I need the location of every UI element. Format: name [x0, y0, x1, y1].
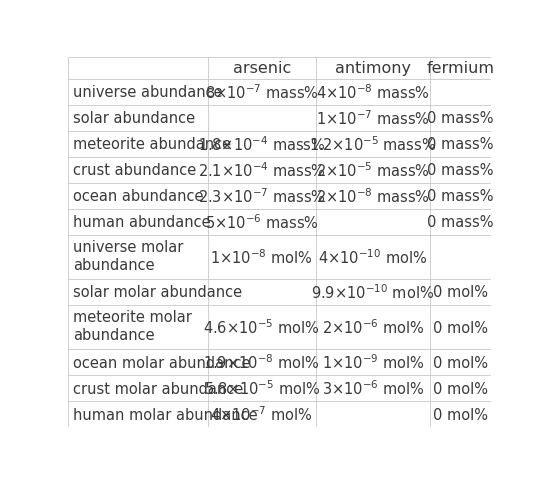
Text: arsenic: arsenic: [233, 61, 291, 76]
Text: $5{\times}10^{-6}$ mass%: $5{\times}10^{-6}$ mass%: [205, 213, 319, 232]
Text: meteorite molar
abundance: meteorite molar abundance: [73, 310, 192, 342]
Text: 0 mol%: 0 mol%: [433, 285, 488, 300]
Text: $1.2{\times}10^{-5}$ mass%: $1.2{\times}10^{-5}$ mass%: [310, 135, 436, 154]
Text: $8{\times}10^{-7}$ mass%: $8{\times}10^{-7}$ mass%: [205, 84, 319, 102]
Text: 0 mass%: 0 mass%: [428, 215, 494, 230]
Text: $9.9{\times}10^{-10}$ mol%: $9.9{\times}10^{-10}$ mol%: [311, 283, 435, 301]
Text: $1.8{\times}10^{-4}$ mass%: $1.8{\times}10^{-4}$ mass%: [198, 135, 325, 154]
Text: $4{\times}10^{-10}$ mol%: $4{\times}10^{-10}$ mol%: [318, 248, 428, 267]
Text: $1{\times}10^{-9}$ mol%: $1{\times}10^{-9}$ mol%: [322, 353, 424, 372]
Text: crust abundance: crust abundance: [73, 163, 197, 178]
Text: human abundance: human abundance: [73, 215, 211, 230]
Text: $4{\times}10^{-8}$ mass%: $4{\times}10^{-8}$ mass%: [316, 84, 430, 102]
Text: 0 mass%: 0 mass%: [428, 137, 494, 152]
Text: solar molar abundance: solar molar abundance: [73, 285, 242, 300]
Text: $2{\times}10^{-5}$ mass%: $2{\times}10^{-5}$ mass%: [316, 161, 430, 180]
Text: 0 mol%: 0 mol%: [433, 355, 488, 370]
Text: $5.8{\times}10^{-5}$ mol%: $5.8{\times}10^{-5}$ mol%: [204, 379, 320, 397]
Text: $2{\times}10^{-6}$ mol%: $2{\times}10^{-6}$ mol%: [322, 318, 424, 336]
Text: ocean molar abundance: ocean molar abundance: [73, 355, 251, 370]
Text: antimony: antimony: [335, 61, 411, 76]
Text: meteorite abundance: meteorite abundance: [73, 137, 232, 152]
Text: 0 mass%: 0 mass%: [428, 111, 494, 126]
Text: $2{\times}10^{-8}$ mass%: $2{\times}10^{-8}$ mass%: [316, 187, 430, 206]
Text: crust molar abundance: crust molar abundance: [73, 381, 244, 396]
Text: solar abundance: solar abundance: [73, 111, 195, 126]
Text: $3{\times}10^{-6}$ mol%: $3{\times}10^{-6}$ mol%: [322, 379, 424, 397]
Text: $2.3{\times}10^{-7}$ mass%: $2.3{\times}10^{-7}$ mass%: [198, 187, 326, 206]
Text: universe molar
abundance: universe molar abundance: [73, 240, 183, 272]
Text: 0 mol%: 0 mol%: [433, 381, 488, 396]
Text: human molar abundance: human molar abundance: [73, 407, 258, 422]
Text: 0 mol%: 0 mol%: [433, 407, 488, 422]
Text: 0 mass%: 0 mass%: [428, 189, 494, 204]
Text: ocean abundance: ocean abundance: [73, 189, 204, 204]
Text: $1.9{\times}10^{-8}$ mol%: $1.9{\times}10^{-8}$ mol%: [204, 353, 320, 372]
Text: $4{\times}10^{-7}$ mol%: $4{\times}10^{-7}$ mol%: [210, 405, 313, 423]
Text: universe abundance: universe abundance: [73, 85, 223, 100]
Text: fermium: fermium: [427, 61, 495, 76]
Text: 0 mass%: 0 mass%: [428, 163, 494, 178]
Text: $1{\times}10^{-7}$ mass%: $1{\times}10^{-7}$ mass%: [316, 109, 430, 128]
Text: $4.6{\times}10^{-5}$ mol%: $4.6{\times}10^{-5}$ mol%: [204, 318, 320, 336]
Text: 0 mol%: 0 mol%: [433, 320, 488, 335]
Text: $1{\times}10^{-8}$ mol%: $1{\times}10^{-8}$ mol%: [210, 248, 313, 267]
Text: $2.1{\times}10^{-4}$ mass%: $2.1{\times}10^{-4}$ mass%: [198, 161, 326, 180]
